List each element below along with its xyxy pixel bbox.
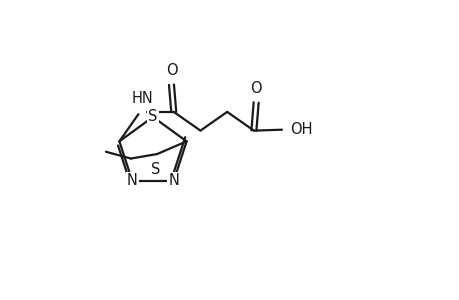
Text: OH: OH — [290, 122, 312, 137]
Text: O: O — [165, 63, 177, 78]
Text: O: O — [250, 81, 262, 96]
Text: S: S — [148, 110, 157, 124]
Text: N: N — [127, 173, 137, 188]
Text: N: N — [168, 173, 179, 188]
Text: HN: HN — [131, 91, 152, 106]
Text: S: S — [151, 162, 160, 177]
